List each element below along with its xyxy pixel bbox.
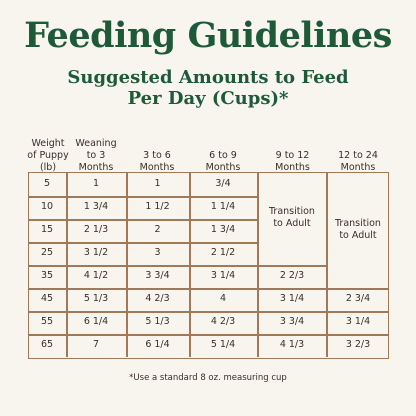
amount-cell: 3 [154,246,161,258]
amount-cell: 6 1/4 [145,338,170,350]
amount-cell: 4 [219,292,227,304]
header-3-6: 3 to 6 Months [139,150,175,173]
weight-cell: 10 [40,200,54,212]
subtitle-line-2: Per Day (Cups)* [127,88,289,109]
amount-cell: 1 1/2 [145,200,170,212]
amount-cell: 3 2/3 [345,338,371,350]
header-12-24: 12 to 24 Months [338,150,378,173]
subtitle-line-1: Suggested Amounts to Feed [67,67,349,88]
header-weaning: Weaning to 3 Months [75,138,117,173]
amount-cell: 1 1/4 [210,200,236,212]
amount-cell: 3 1/4 [345,315,371,327]
amount-cell: 1 [92,177,100,189]
header-weight: Weight of Puppy (lb) [27,138,69,173]
weight-cell: 15 [40,223,54,235]
amount-cell: 4 1/2 [83,269,109,281]
page-title: Feeding Guidelines [24,15,392,56]
amount-cell: 1 3/4 [83,200,109,212]
amount-cell: 2 1/2 [210,246,236,258]
amount-cell: 2 [154,223,161,235]
weight-cell: 25 [40,246,54,258]
amount-cell: 3 1/2 [83,246,109,258]
transition-9-12-cell: Transition to Adult [269,206,315,229]
weight-cell: 35 [40,269,54,281]
amount-cell: 1 3/4 [210,223,236,235]
header-6-9: 6 to 9 Months [205,150,241,173]
weight-cell: 45 [40,292,54,304]
amount-cell: 3 3/4 [279,315,305,327]
weight-cell: 5 [43,177,51,189]
amount-cell: 3 1/4 [279,292,305,304]
amount-cell: 4 2/3 [210,315,236,327]
amount-cell: 2 2/3 [279,269,305,281]
amount-cell: 2 3/4 [345,292,371,304]
amount-cell: 5 1/3 [83,292,109,304]
amount-cell: 2 1/3 [83,223,109,235]
feeding-table [28,172,389,359]
amount-cell: 3 1/4 [210,269,236,281]
amount-cell: 4 1/3 [279,338,305,350]
amount-cell: 1 [154,177,161,189]
amount-cell: 3/4 [215,177,231,189]
transition-12-24-cell: Transition to Adult [335,217,381,241]
amount-cell: 5 1/4 [210,338,236,350]
weight-cell: 65 [40,338,54,350]
amount-cell: 5 1/3 [145,315,170,327]
footnote: *Use a standard 8 oz. measuring cup [129,373,287,383]
amount-cell: 4 2/3 [145,292,170,304]
amount-cell: 7 [92,338,100,350]
amount-cell: 6 1/4 [83,315,109,327]
amount-cell: 3 3/4 [145,269,170,281]
weight-cell: 55 [40,315,54,327]
header-9-12: 9 to 12 Months [275,150,310,173]
